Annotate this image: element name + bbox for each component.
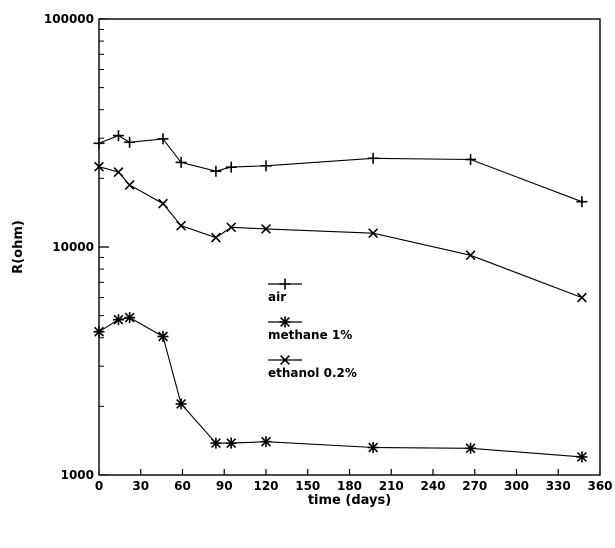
x-tick-label: 300 [504,479,529,493]
y-tick-label: 10000 [52,240,94,254]
plot-frame [98,18,601,476]
data-point [225,437,237,449]
x-tick-label: 120 [253,479,278,493]
data-point [112,130,124,142]
data-point [210,232,221,243]
legend-marker [279,278,291,290]
data-point [261,223,271,234]
x-tick-label: 210 [379,479,404,493]
data-point [465,442,477,454]
data-point [157,133,169,145]
x-tick-label: 30 [132,479,149,493]
series-line [98,134,583,203]
legend-marker [279,316,291,328]
x-tick-label: 0 [95,479,103,493]
data-point [124,312,136,324]
data-point [260,160,272,172]
data-point [260,436,272,448]
x-tick-label: 240 [420,479,445,493]
legend: air methane 1% ethanol 0.2% [268,278,357,380]
data-point [175,156,187,168]
data-point [175,398,187,410]
data-point [465,250,476,261]
series-1 [93,312,588,463]
data-point [367,152,379,164]
legend-marker [280,355,290,365]
data-point [576,196,588,208]
series-layer [93,130,588,463]
series-2 [94,161,587,303]
x-tick-label: 150 [295,479,320,493]
data-point [225,161,237,173]
x-tick-label: 270 [462,479,487,493]
data-point [124,180,135,190]
series-0 [93,130,588,208]
y-tick-label: 1000 [61,468,94,482]
series-line [98,166,583,299]
legend-label: ethanol 0.2% [268,366,357,380]
data-point [176,220,187,231]
data-point [94,161,104,172]
data-point [576,292,587,303]
data-point [93,137,105,149]
data-point [576,451,588,463]
data-point [112,314,124,326]
data-point [210,165,222,177]
x-tick-label: 60 [174,479,191,493]
data-point [210,437,222,449]
data-point [113,167,124,178]
data-point [226,222,237,233]
x-tick-label: 330 [546,479,571,493]
data-point [93,326,105,338]
axes [98,18,601,476]
legend-entry-2: ethanol 0.2% [268,355,357,380]
legend-entry-0: air [268,278,302,304]
x-tick-label: 90 [216,479,233,493]
y-tick-label: 100000 [44,12,94,26]
data-point [368,228,379,239]
ticks: 0 30 60 90 120 150 180 210 240 270 300 330 360 1000 10… [44,12,613,493]
legend-label: methane 1% [268,328,352,342]
data-point [465,153,477,165]
x-tick-label: 180 [337,479,362,493]
legend-label: air [268,290,286,304]
data-point [367,442,379,454]
x-tick-label: 360 [587,479,612,493]
y-axis-title: R(ohm) [11,220,26,274]
data-point [124,136,136,148]
legend-entry-1: methane 1% [268,316,352,342]
data-point [158,198,168,209]
x-axis-title: time (days) [308,493,391,508]
data-point [157,331,169,343]
